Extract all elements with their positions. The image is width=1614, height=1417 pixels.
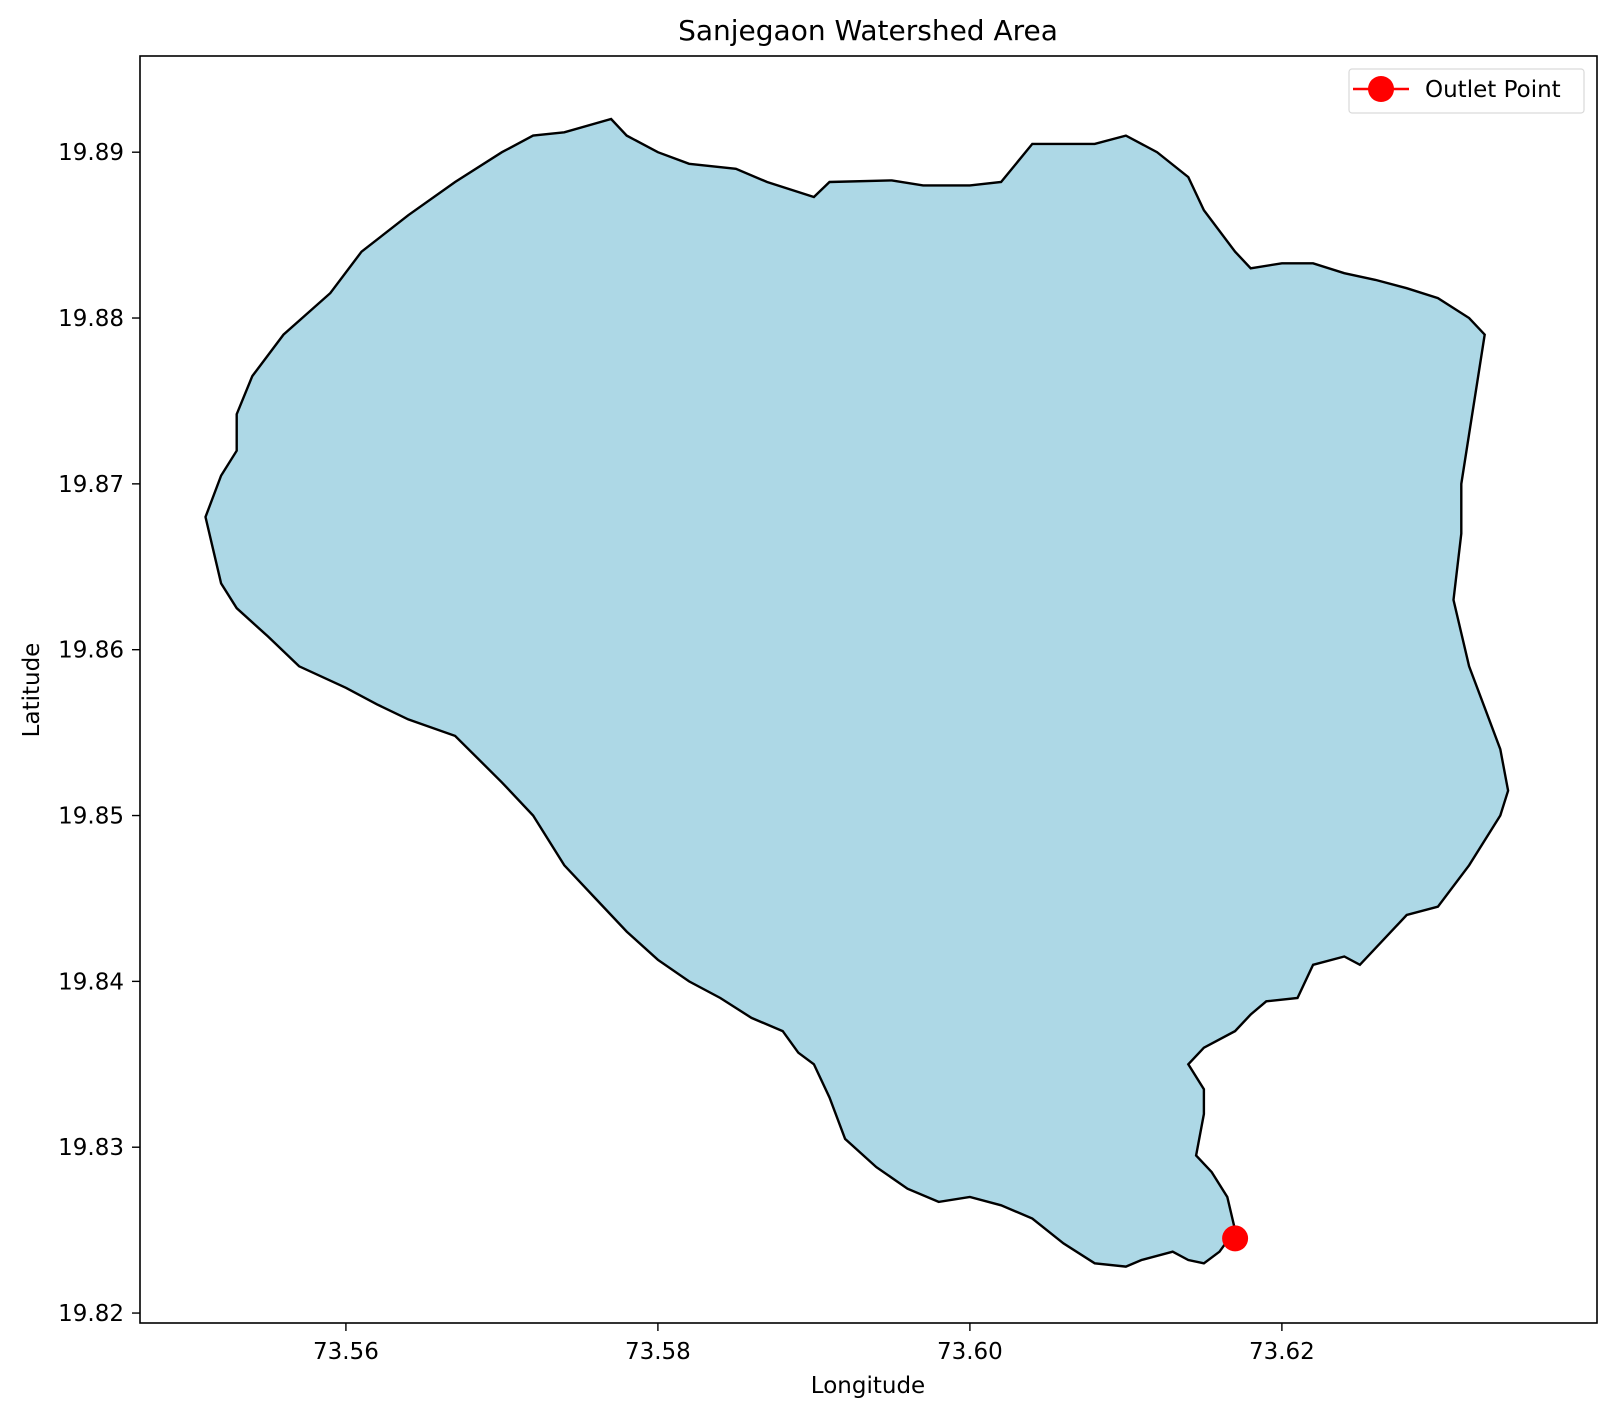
legend-box [1348, 68, 1585, 114]
axes-frame [139, 55, 1598, 1324]
x-axis-label: Longitude [811, 1373, 925, 1399]
y-tick-label: 19.89 [58, 140, 124, 166]
plot-area [204, 117, 1510, 1268]
y-tick-label: 19.86 [58, 638, 124, 664]
x-tick-label: 73.58 [625, 1339, 691, 1365]
x-axis-ticks: 73.56 73.58 73.60 73.62 [313, 1323, 1315, 1365]
outlet-point-marker [1222, 1225, 1249, 1252]
legend: Outlet Point [1348, 68, 1585, 114]
legend-outlet-label: Outlet Point [1425, 77, 1561, 103]
legend-outlet-marker [1368, 76, 1394, 102]
x-tick-label: 73.56 [313, 1339, 379, 1365]
y-tick-label: 19.83 [58, 1135, 124, 1161]
y-tick-label: 19.84 [58, 969, 124, 995]
y-tick-label: 19.87 [58, 472, 124, 498]
y-axis-ticks: 19.82 19.83 19.84 19.85 19.86 19.87 19.88 19.89 [58, 140, 140, 1327]
chart-title: Sanjegaon Watershed Area [678, 14, 1058, 47]
x-tick-label: 73.60 [937, 1339, 1003, 1365]
y-tick-label: 19.85 [58, 804, 124, 830]
y-tick-label: 19.82 [58, 1301, 124, 1327]
y-axis-label: Latitude [19, 643, 45, 738]
watershed-boundary-polygon [204, 117, 1510, 1268]
x-tick-label: 73.62 [1249, 1339, 1315, 1365]
y-tick-label: 19.88 [58, 306, 124, 332]
